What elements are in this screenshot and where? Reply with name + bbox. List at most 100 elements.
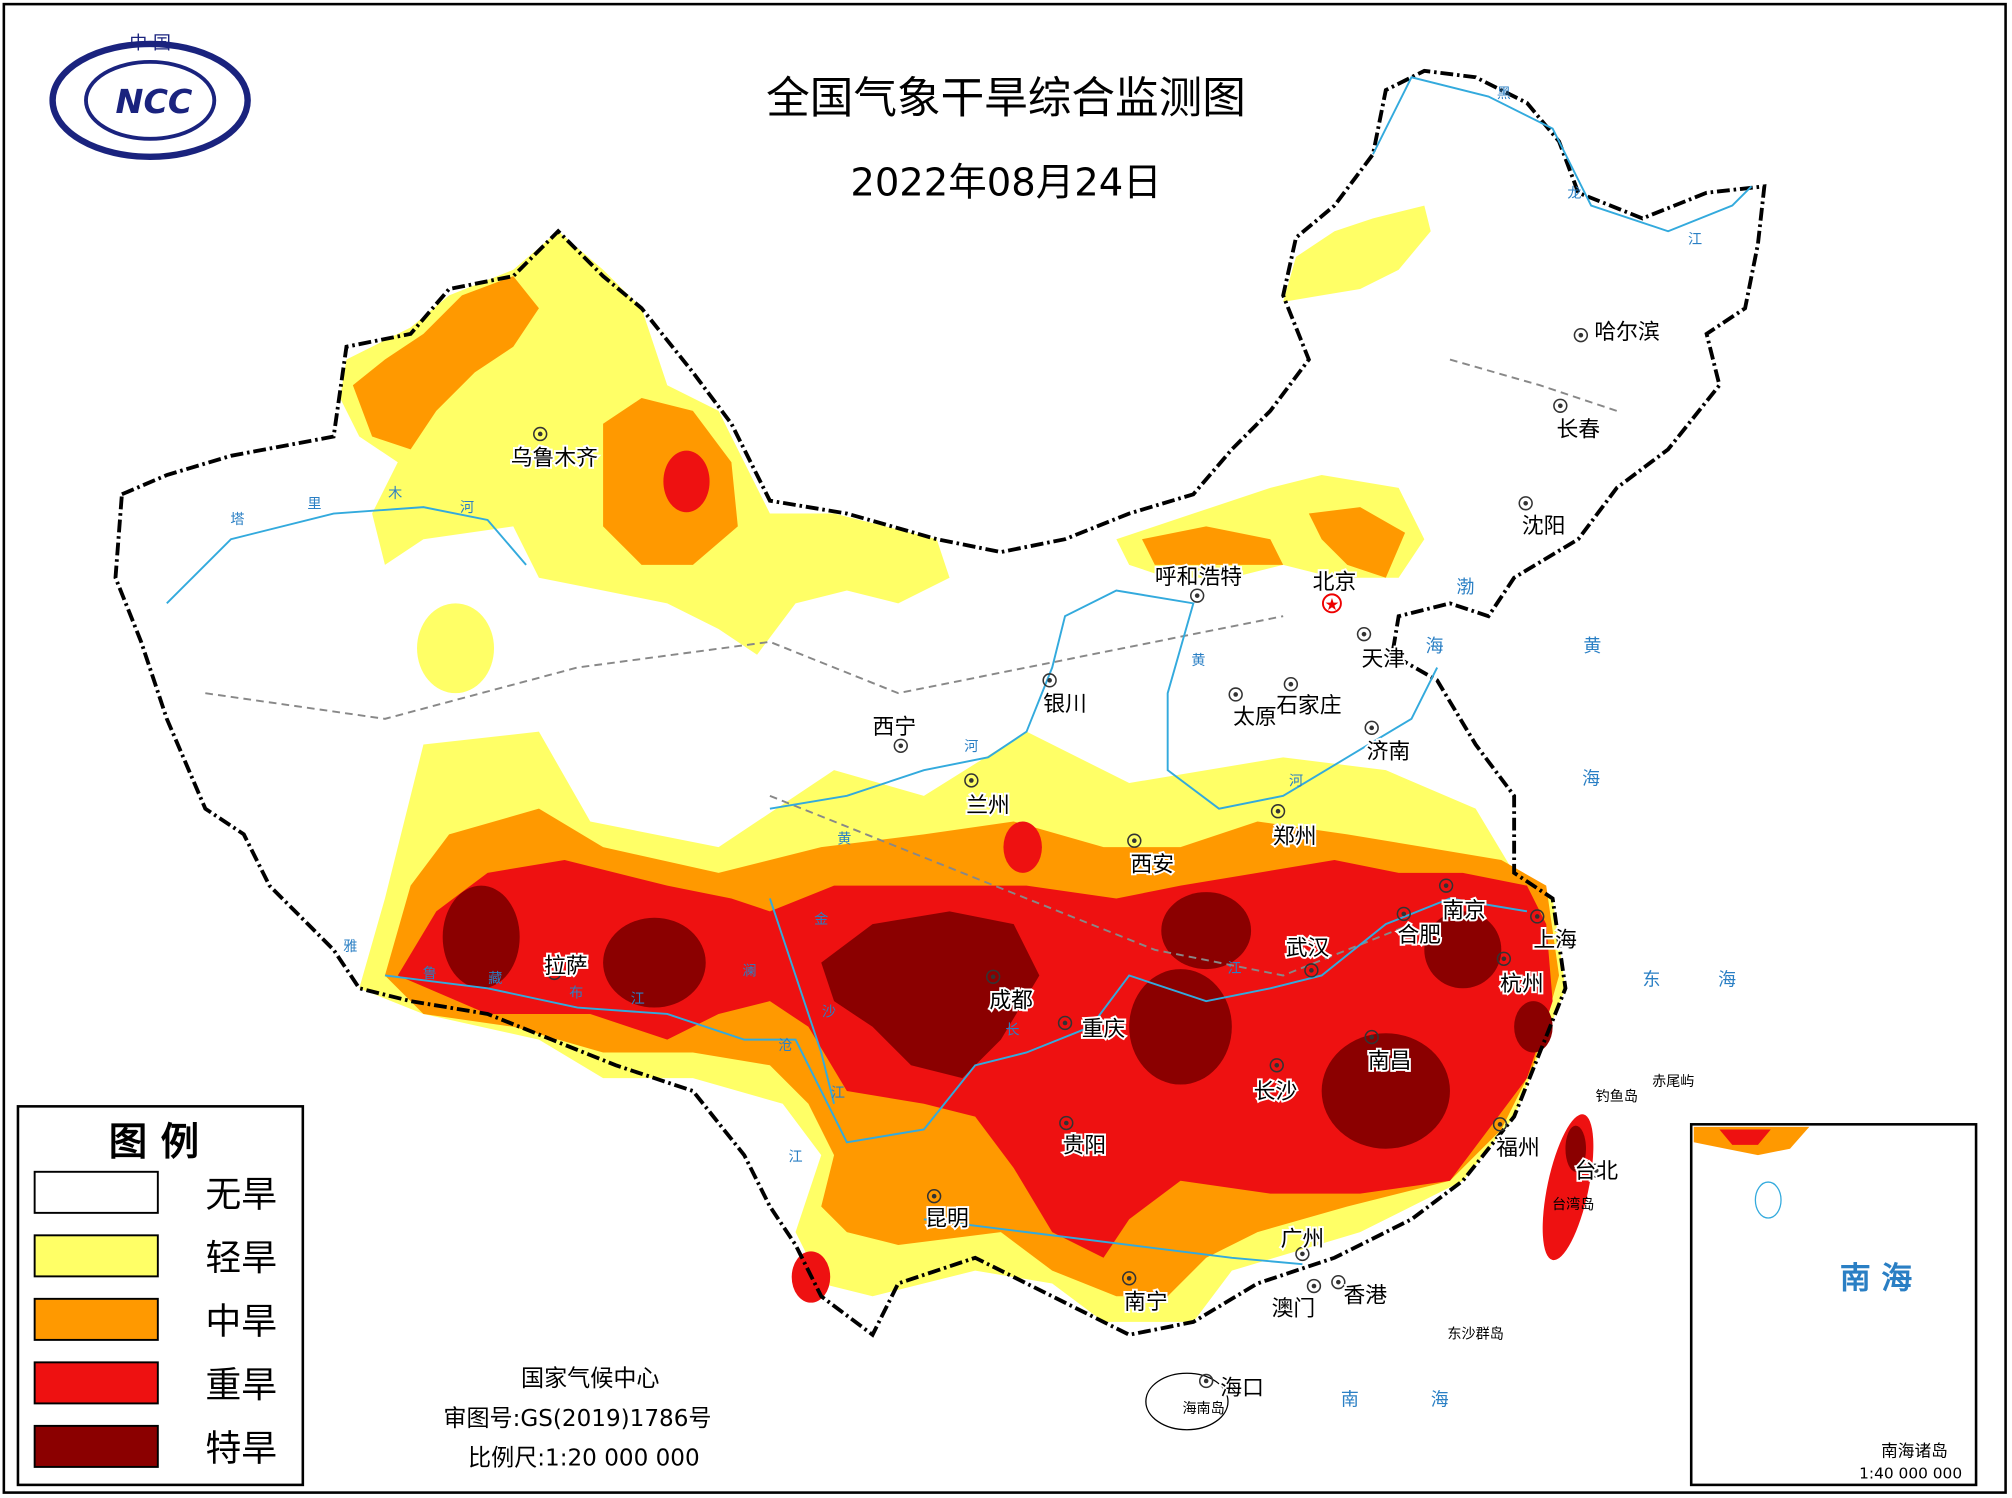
footer-scale: 比例尺:1:20 000 000 (468, 1446, 700, 1472)
city-label: 北京 (1313, 570, 1357, 595)
city-dot (1203, 1378, 1209, 1384)
city-dot (1523, 500, 1528, 506)
legend-label: 无旱 (205, 1174, 277, 1215)
city-marker (1270, 804, 1286, 819)
island-label: 台湾岛 (1552, 1196, 1594, 1213)
drought-area (1142, 526, 1284, 565)
sea-label: 黄 (1583, 636, 1601, 657)
city-dot (931, 1193, 937, 1199)
river-label: 鲁 (423, 966, 437, 982)
city-marker (1364, 720, 1379, 736)
city-label: 成都 (989, 989, 1033, 1014)
city-dot (1369, 725, 1375, 731)
legend-title: 图 例 (109, 1120, 199, 1165)
logo: 中 国 NCC (49, 33, 251, 161)
city-marker (1573, 327, 1589, 343)
drought-area (663, 450, 710, 513)
sea-label: 南 (1341, 1389, 1359, 1410)
city-marker (1396, 906, 1411, 922)
drought-area (1308, 507, 1406, 578)
city-dot (1336, 1279, 1341, 1285)
city-marker (1518, 496, 1533, 511)
drought-area (1161, 892, 1252, 970)
city-label: 郑州 (1273, 824, 1317, 849)
city-label: 长沙 (1254, 1080, 1298, 1105)
river-label: 河 (1289, 774, 1303, 790)
city-label: 台北 (1574, 1159, 1618, 1184)
legend-swatch (33, 1424, 159, 1468)
city-label: 西安 (1130, 853, 1174, 878)
city-label: 银川 (1043, 692, 1087, 717)
city-label: 沈阳 (1522, 514, 1566, 539)
city-dot (898, 743, 904, 749)
river-label: 河 (460, 500, 474, 516)
capital-marker (1321, 593, 1342, 614)
city-marker (547, 965, 562, 981)
river-label: 江 (631, 992, 645, 1008)
drought-areas (340, 205, 1594, 1322)
city-label: 香港 (1343, 1284, 1387, 1309)
river-label: 木 (388, 486, 402, 502)
legend-label: 重旱 (205, 1365, 277, 1406)
sea-label: 海 (1431, 1389, 1449, 1410)
city-label: 澳门 (1272, 1297, 1316, 1322)
city-marker (1042, 673, 1057, 688)
footer-org: 国家气候中心 (521, 1366, 659, 1392)
city-marker (985, 969, 1001, 984)
city-marker (1306, 1278, 1322, 1294)
legend-label: 中旱 (205, 1301, 277, 1342)
city-dot (1534, 914, 1540, 919)
footer-approval: 审图号:GS(2019)1786号 (443, 1406, 711, 1432)
sea-label: 海 (1582, 768, 1600, 789)
city-marker (1496, 951, 1512, 966)
island-label: 东沙群岛 (1447, 1327, 1503, 1343)
city-dot (1126, 1275, 1132, 1281)
drought-area (417, 603, 495, 694)
river-label: 金 (814, 912, 828, 928)
river-label: 长 (1005, 1023, 1019, 1039)
sea-label: 东 (1642, 970, 1660, 991)
city-label: 兰州 (966, 794, 1010, 819)
labels: 塔 里 木 河 黄 河 黄 河 长 江 雅 鲁 藏 布 江 澜 沧 江 金 沙 … (230, 86, 1736, 1417)
logo-top: 中 国 (129, 33, 171, 54)
city-label: 广州 (1281, 1227, 1325, 1252)
city-marker (533, 426, 548, 442)
river-label: 江 (1688, 232, 1702, 248)
city-dot (552, 970, 557, 976)
city-dot (1501, 956, 1507, 962)
city-label: 福州 (1496, 1136, 1540, 1161)
river-label: 黄 (837, 830, 851, 847)
sea-label: 海 (1718, 970, 1736, 991)
legend-swatch (33, 1170, 159, 1214)
city-dot (1274, 1062, 1280, 1068)
city-dot (1047, 678, 1052, 683)
city-dot (969, 778, 974, 783)
legend-label: 特旱 (205, 1429, 277, 1470)
city-marker (1059, 1115, 1074, 1131)
drought-area (821, 911, 1040, 1079)
city-dot (1578, 332, 1584, 338)
city-marker (1553, 398, 1568, 413)
city-dot (1132, 838, 1137, 844)
city-label: 上海 (1533, 928, 1577, 953)
city-dot (1401, 911, 1407, 917)
city-marker (1198, 1373, 1214, 1389)
city-dot (1369, 1034, 1375, 1040)
river-label: 沙 (822, 1005, 836, 1021)
river-label: 江 (1227, 961, 1241, 977)
rivers (166, 76, 1753, 1266)
boundary (113, 68, 1767, 1338)
inset: 南 海 南海诸岛 1:40 000 000 (1689, 1123, 1978, 1487)
island-label: 赤尾屿 (1652, 1074, 1694, 1090)
city-dot (1593, 1168, 1599, 1173)
city-label: 天津 (1361, 647, 1405, 672)
city-dot (1275, 808, 1281, 814)
river-label: 龙 (1567, 186, 1581, 202)
island-label: 钓鱼岛 (1596, 1088, 1638, 1105)
date: 2022年08月24日 (850, 160, 1161, 205)
city-marker (1356, 626, 1372, 642)
drought-area (1129, 969, 1232, 1085)
city-marker (1269, 1058, 1284, 1073)
